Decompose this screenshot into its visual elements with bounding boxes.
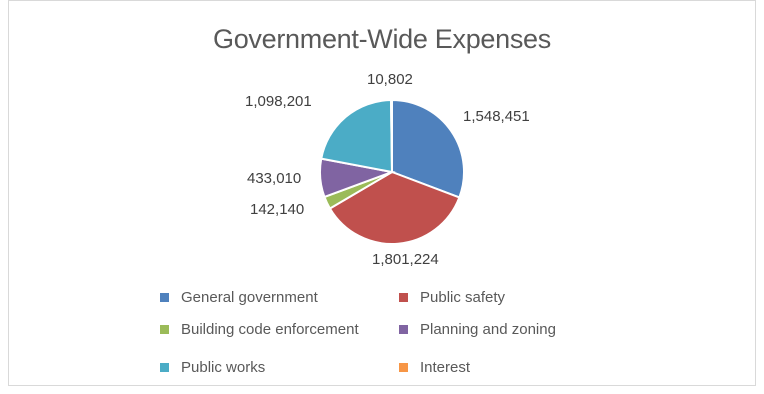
data-label-public-works: 1,098,201 <box>245 93 312 110</box>
data-label-public-safety: 1,801,224 <box>372 251 439 268</box>
data-label-planning-and-zoning: 433,010 <box>247 170 301 187</box>
chart-title: Government-Wide Expenses <box>213 24 551 54</box>
data-label-general-government: 1,548,451 <box>463 108 530 125</box>
data-label-building-code-enforcement: 142,140 <box>250 201 304 218</box>
pie-slice-interest <box>390 98 393 173</box>
pie-slice-general-government <box>391 98 465 199</box>
data-label-interest: 10,802 <box>367 71 413 88</box>
pie-slice-public-works <box>320 98 394 174</box>
